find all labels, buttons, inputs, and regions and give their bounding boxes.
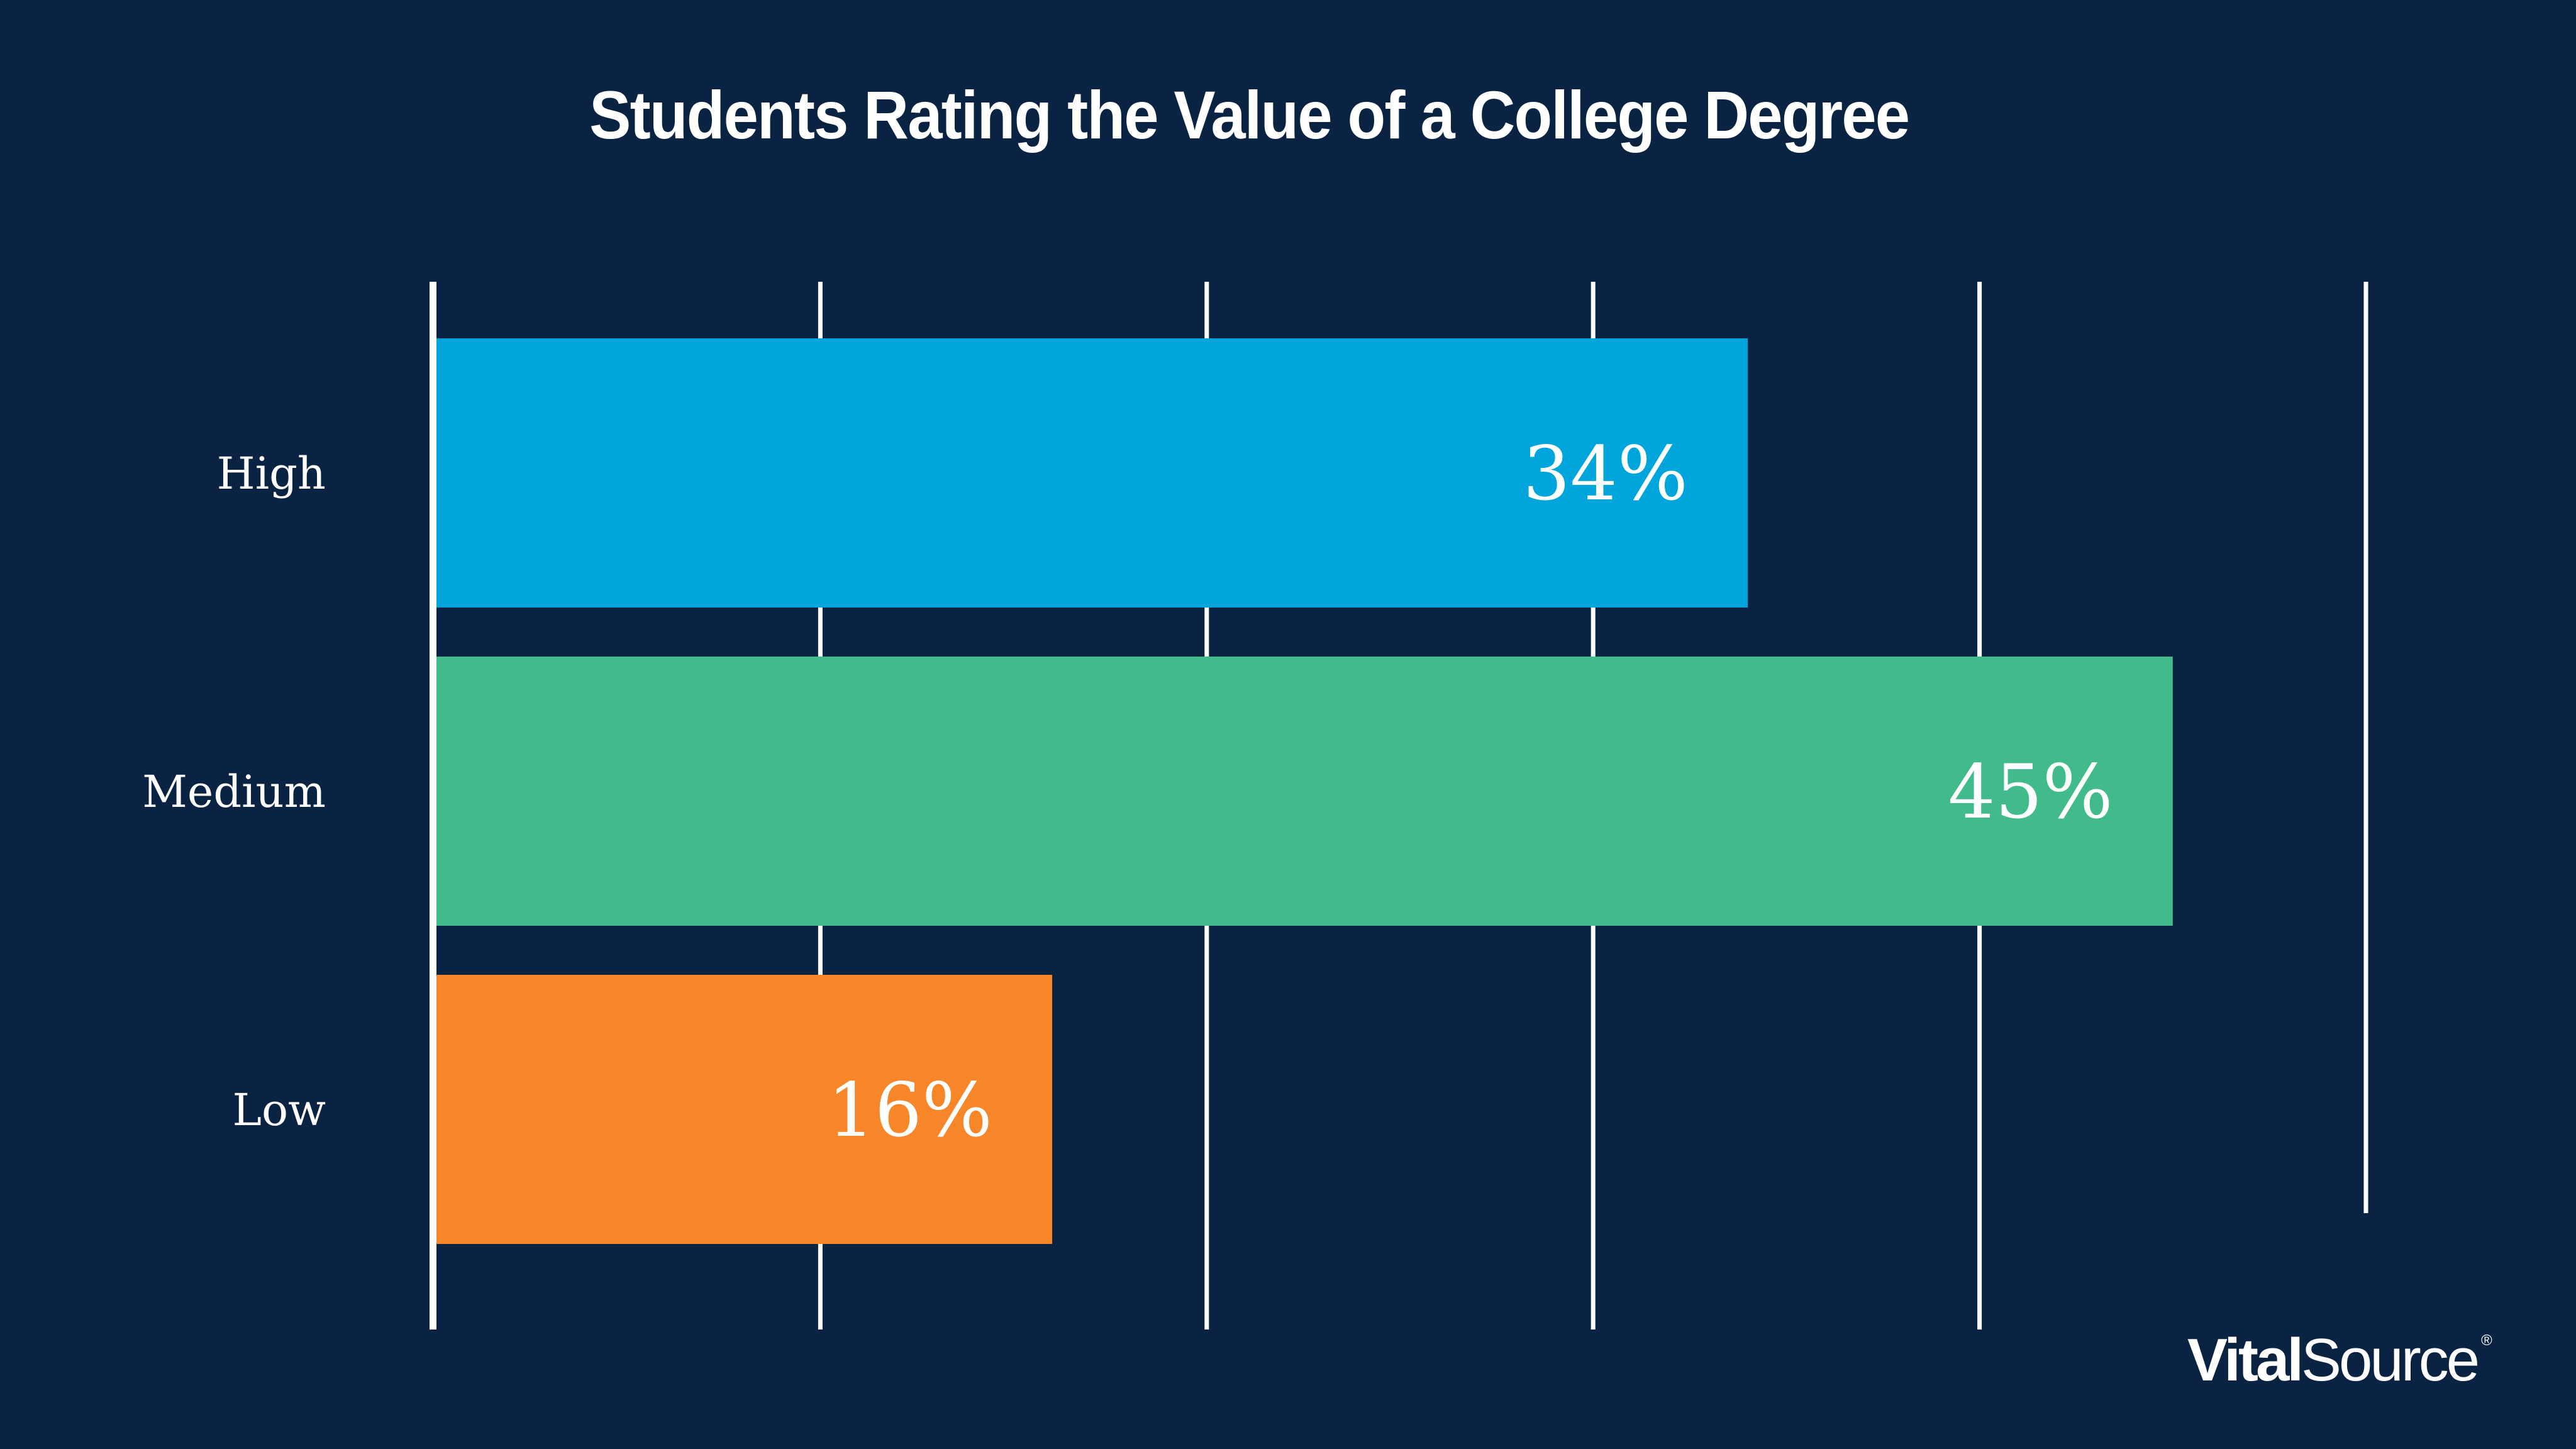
bar-low bbox=[434, 975, 1053, 1244]
registered-mark: ® bbox=[2481, 1332, 2492, 1349]
y-axis-line bbox=[430, 282, 436, 1330]
labels: 34% High 45% Medium 16% Low bbox=[142, 430, 2113, 1153]
bars bbox=[434, 338, 2173, 1244]
vitalsource-logo: VitalSource ® bbox=[2187, 1326, 2492, 1395]
category-label-low: Low bbox=[232, 1084, 326, 1136]
data-label-high: 34% bbox=[1523, 430, 1688, 517]
category-label-high: High bbox=[217, 448, 326, 499]
data-label-low: 16% bbox=[828, 1067, 992, 1153]
logo-bold-text: Vital bbox=[2187, 1326, 2304, 1394]
bar-high bbox=[434, 338, 1748, 608]
category-label-medium: Medium bbox=[142, 766, 326, 818]
data-label-medium: 45% bbox=[1948, 748, 2113, 835]
y-axis bbox=[430, 282, 436, 1330]
chart-title: Students Rating the Value of a College D… bbox=[589, 77, 1910, 153]
bar-medium bbox=[434, 657, 2173, 926]
gridline-50 bbox=[2363, 282, 2368, 1213]
logo-regular-text: Source bbox=[2301, 1326, 2480, 1394]
